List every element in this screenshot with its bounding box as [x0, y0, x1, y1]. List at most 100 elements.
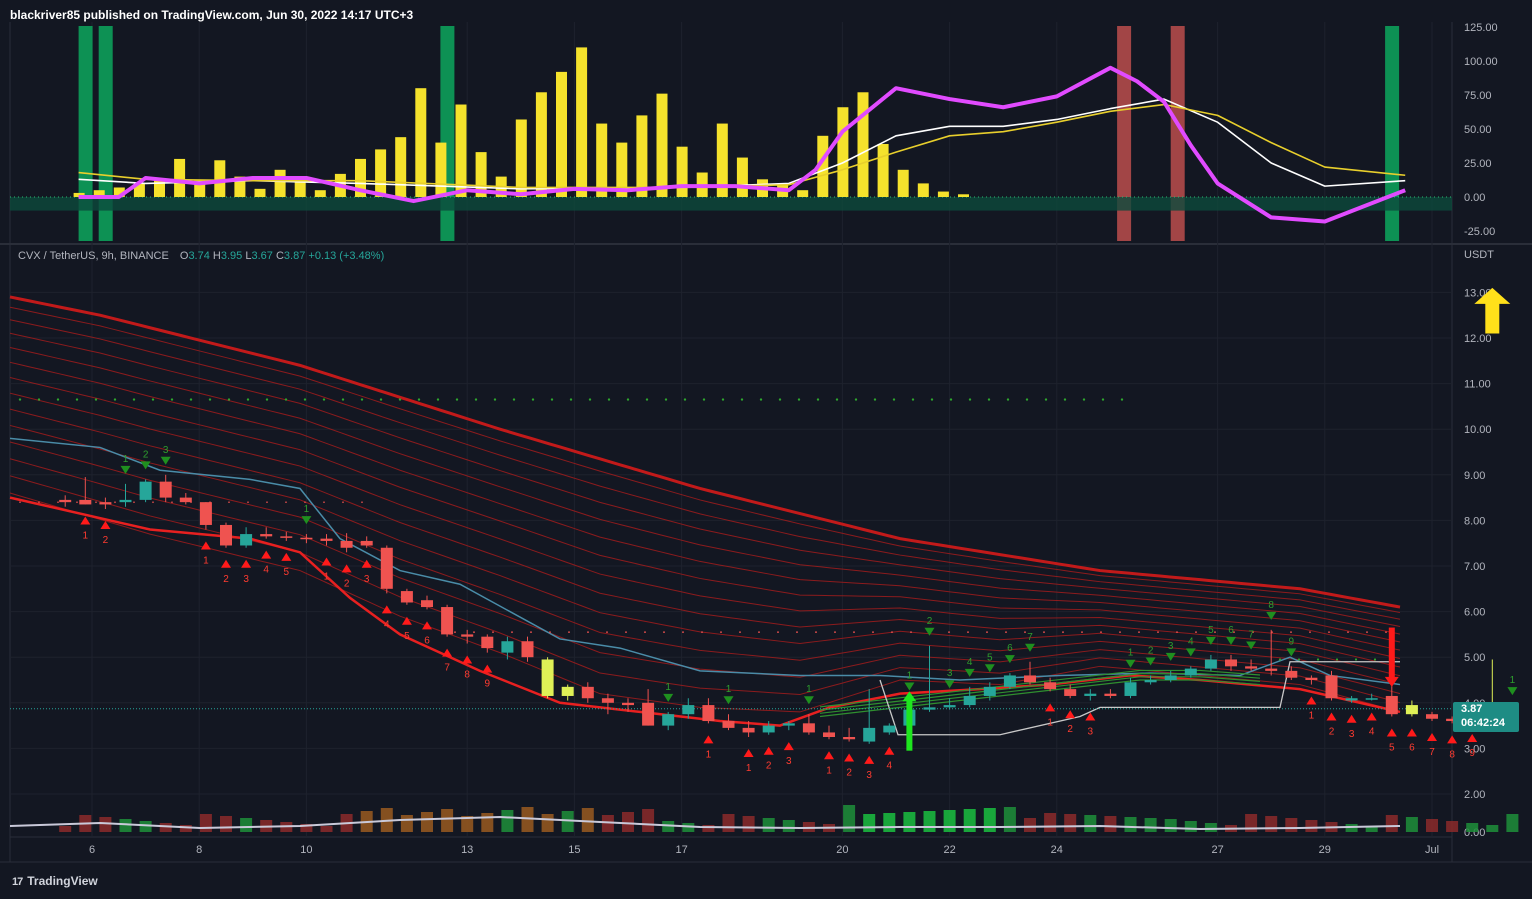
dot-level-point — [361, 501, 363, 503]
oscillator-bar — [435, 142, 447, 197]
sequential-count-label: 1 — [806, 684, 812, 695]
symbol-name[interactable]: CVX / TetherUS, 9h, BINANCE — [18, 250, 169, 262]
candle-body — [883, 725, 896, 733]
oscillator-bar — [817, 135, 829, 197]
dot-level-point — [1024, 631, 1026, 634]
sequential-sell-marker — [1366, 712, 1377, 721]
sequential-count-label: 1 — [1128, 648, 1134, 659]
dot-level-point — [455, 398, 459, 401]
oscillator-bar — [274, 169, 286, 197]
open-value: 3.74 — [188, 250, 210, 262]
sequential-count-label: 2 — [846, 768, 852, 779]
candle-body — [963, 695, 976, 706]
oscillator-bar — [455, 104, 467, 197]
sequential-count-label: 1 — [907, 671, 913, 682]
candle-body — [1184, 668, 1197, 676]
tradingview-logo[interactable]: 17 TradingView — [12, 874, 98, 888]
sequential-count-label: 6 — [1228, 625, 1234, 636]
volume-bar — [501, 810, 514, 832]
oscillator-bar — [636, 115, 648, 197]
tradingview-logo-icon: 17 — [12, 876, 23, 888]
candle-body — [59, 499, 72, 503]
dot-level-point — [1138, 631, 1140, 634]
candle-body — [300, 537, 313, 540]
dot-level-point — [758, 631, 760, 634]
time-tick-label: 8 — [196, 844, 202, 856]
dot-level-point — [1100, 631, 1102, 634]
sequential-buy-marker — [924, 627, 935, 636]
oscillator-bar — [314, 190, 326, 197]
volume-bar — [1084, 815, 1097, 832]
sequential-sell-marker — [1427, 733, 1437, 742]
price-tick-label: 12.00 — [1464, 333, 1492, 345]
dot-level-point — [284, 398, 288, 401]
candle-body — [421, 600, 433, 608]
dot-level-point — [588, 398, 592, 401]
dot-level-point — [530, 631, 532, 634]
oscillator-tick-label: 125.00 — [1464, 22, 1498, 34]
dot-level-point — [113, 398, 117, 401]
dot-level-point — [987, 398, 991, 401]
signal-arrow-up-icon — [906, 699, 913, 751]
price-tick-label: 11.00 — [1464, 379, 1491, 391]
dot-level-point — [1062, 631, 1064, 634]
volume-bar — [441, 809, 454, 832]
sequential-count-label: 8 — [1449, 749, 1455, 760]
dot-level-point — [1005, 631, 1007, 634]
candle-body — [159, 481, 172, 498]
candle-body — [601, 698, 614, 703]
last-price-badge: 3.87 06:42:24 — [1453, 702, 1519, 732]
candle-body — [863, 727, 876, 742]
open-label: O — [179, 250, 189, 262]
dot-level-point — [1195, 631, 1197, 634]
candle-body — [1144, 680, 1157, 683]
oscillator-line — [78, 65, 1406, 224]
sequential-count-label: 1 — [1309, 711, 1315, 722]
ma-ribbon-line — [9, 408, 1401, 668]
dot-level-point — [1347, 631, 1349, 634]
dot-level-point — [720, 631, 722, 634]
high-label: H — [212, 250, 221, 262]
candle-body — [662, 714, 675, 726]
volume-bar — [943, 810, 956, 832]
volume-bar — [903, 812, 916, 832]
dot-level-point — [227, 398, 231, 401]
dot-level-point — [759, 398, 763, 401]
dot-level-point — [778, 398, 782, 401]
candle-body — [1003, 675, 1016, 687]
dot-level-point — [569, 398, 573, 401]
oscillator-bar — [133, 183, 145, 197]
sequential-count-label: 1 — [746, 763, 752, 774]
sequential-count-label: 1 — [1047, 717, 1053, 728]
price-tick-label: 5.00 — [1464, 652, 1485, 664]
signal-arrow-down-icon — [1388, 627, 1395, 679]
ma-ribbon-line — [9, 332, 1401, 627]
candle-body — [943, 705, 956, 708]
dot-level-point — [170, 398, 174, 401]
volume-bar — [59, 826, 72, 832]
dot-level-point — [1176, 631, 1178, 634]
dot-level-point — [1309, 631, 1311, 634]
candle-body — [1124, 682, 1137, 696]
change-value: +0.13 (+3.48%) — [308, 250, 385, 262]
sequential-count-label: 4 — [1188, 636, 1194, 647]
sequential-buy-marker — [1226, 636, 1236, 645]
dot-level-point — [835, 398, 839, 401]
ma-ribbon-line — [9, 441, 1401, 686]
volume-bar — [1024, 818, 1036, 832]
sequential-count-label: 1 — [726, 684, 732, 695]
candle-body — [1345, 698, 1358, 701]
dot-level-point — [834, 631, 836, 634]
oscillator-tick-label: 25.00 — [1464, 158, 1492, 170]
sequential-count-label: 1 — [324, 571, 330, 582]
dot-level-point — [1373, 658, 1377, 661]
dot-level-point — [473, 631, 475, 634]
sequential-count-label: 4 — [263, 565, 269, 576]
oscillator-bar — [113, 187, 125, 197]
candle-body — [843, 737, 856, 740]
volume-bar — [541, 814, 554, 832]
dot-level-point — [247, 501, 249, 503]
candle-body — [1044, 682, 1057, 690]
candle-body — [642, 702, 655, 726]
